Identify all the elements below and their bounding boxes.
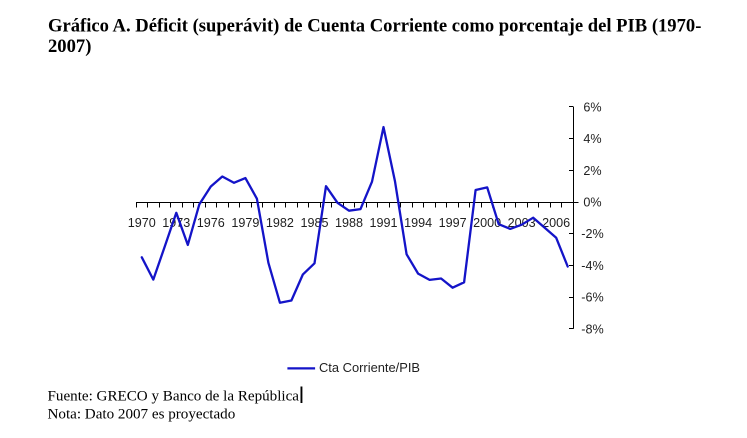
svg-text:2%: 2% [583,164,601,178]
svg-text:6%: 6% [583,101,601,115]
svg-text:0%: 0% [583,196,601,210]
svg-text:-6%: -6% [581,291,603,305]
svg-text:1991: 1991 [369,216,397,230]
svg-text:1970: 1970 [128,216,156,230]
svg-text:1976: 1976 [197,216,225,230]
svg-text:2006: 2006 [542,216,570,230]
svg-text:1982: 1982 [266,216,294,230]
svg-text:Gráfico A. Déficit (superávit): Gráfico A. Déficit (superávit) de Cuenta… [48,16,701,37]
svg-text:-8%: -8% [581,322,603,336]
svg-text:1985: 1985 [300,216,328,230]
svg-text:4%: 4% [583,132,601,146]
svg-text:1994: 1994 [404,216,432,230]
svg-text:1979: 1979 [231,216,259,230]
svg-text:Cta Corriente/PIB: Cta Corriente/PIB [319,360,420,375]
svg-text:1973: 1973 [162,216,190,230]
svg-text:Nota: Dato 2007 es proyectado: Nota: Dato 2007 es proyectado [48,407,236,423]
svg-text:2000: 2000 [473,216,501,230]
svg-text:1988: 1988 [335,216,363,230]
svg-text:Fuente: GRECO y Banco de la Re: Fuente: GRECO y Banco de la República [48,389,300,405]
svg-text:-2%: -2% [581,227,603,241]
svg-text:2007): 2007) [48,36,91,57]
svg-text:1997: 1997 [439,216,467,230]
svg-text:-4%: -4% [581,259,603,273]
